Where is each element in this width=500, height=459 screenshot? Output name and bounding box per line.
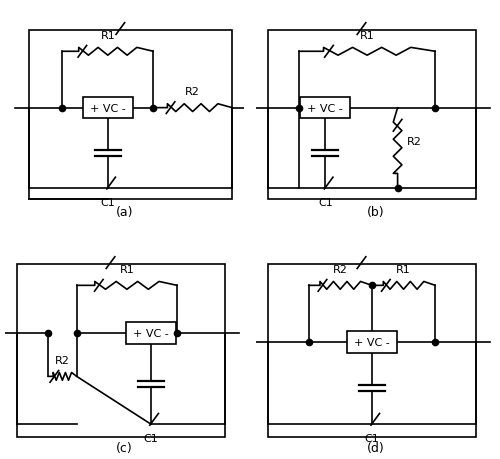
Text: R1: R1 (360, 31, 374, 41)
Bar (268, 264, 476, 437)
Text: + VC -: + VC - (308, 103, 343, 113)
Bar (29, 31, 232, 199)
Text: + VC -: + VC - (133, 328, 168, 338)
Text: R1: R1 (396, 264, 411, 274)
Text: (c): (c) (116, 442, 133, 454)
Bar (268, 31, 476, 199)
Text: R1: R1 (100, 31, 115, 41)
Text: R2: R2 (185, 87, 200, 97)
Bar (126, 323, 176, 344)
Text: R2: R2 (55, 355, 70, 365)
Text: R2: R2 (407, 137, 422, 147)
Text: R1: R1 (120, 264, 134, 274)
Bar (82, 98, 133, 119)
Text: (a): (a) (116, 206, 134, 218)
Text: (d): (d) (366, 442, 384, 454)
Bar (347, 331, 397, 353)
Text: C1: C1 (100, 197, 115, 207)
Text: + VC -: + VC - (90, 103, 126, 113)
Text: C1: C1 (318, 197, 332, 207)
Text: C1: C1 (364, 433, 380, 443)
Bar (17, 264, 225, 437)
Text: C1: C1 (144, 433, 158, 443)
Text: R2: R2 (333, 264, 347, 274)
Text: + VC -: + VC - (354, 337, 390, 347)
Bar (300, 98, 350, 119)
Text: (b): (b) (366, 206, 384, 218)
